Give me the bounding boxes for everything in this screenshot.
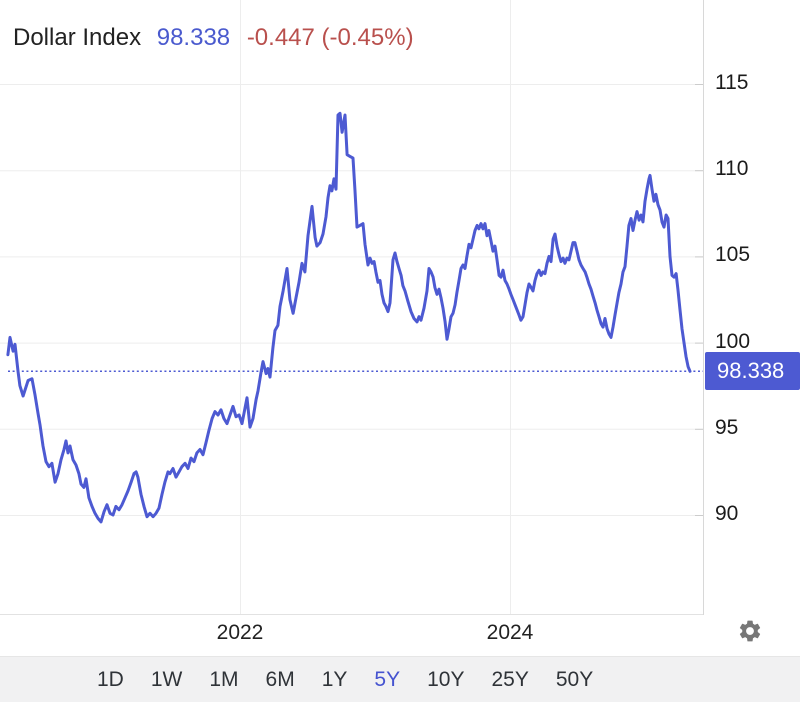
x-axis-label: 2024 (486, 621, 534, 644)
timeframe-button-1m[interactable]: 1M (209, 668, 239, 691)
y-axis-label: 115 (715, 71, 749, 94)
timeframe-button-1w[interactable]: 1W (150, 668, 183, 691)
y-axis-label: 100 (715, 329, 751, 353)
timeframe-button-1y[interactable]: 1Y (321, 668, 348, 691)
timeframe-toolbar: 1D 1W 1M 6M 1Y 5Y 10Y 25Y 50Y (0, 656, 800, 702)
chart-header: Dollar Index 98.338 -0.447 (-0.45%) (13, 24, 414, 51)
chart-settings-button[interactable] (735, 615, 767, 647)
y-axis-label: 95 (715, 415, 739, 439)
timeframe-button-10y[interactable]: 10Y (427, 668, 465, 691)
y-axis-label: 110 (715, 157, 749, 181)
timeframe-button-5y[interactable]: 5Y (374, 668, 401, 691)
gear-icon (737, 618, 765, 644)
timeframe-button-50y[interactable]: 50Y (555, 668, 594, 691)
instrument-name: Dollar Index (13, 24, 142, 51)
price-change: -0.447 (-0.45%) (246, 24, 414, 51)
x-axis-label: 2022 (216, 621, 264, 644)
timeframe-button-1d[interactable]: 1D (97, 668, 124, 691)
last-price: 98.338 (156, 24, 231, 51)
y-axis-label: 105 (715, 243, 751, 267)
timeframe-button-6m[interactable]: 6M (265, 668, 295, 691)
chart-plot-area[interactable] (0, 0, 800, 615)
current-price-badge: 98.338 (705, 352, 800, 391)
timeframe-button-25y[interactable]: 25Y (491, 668, 529, 691)
y-axis-label: 90 (715, 502, 739, 525)
price-series-line[interactable] (6, 111, 692, 524)
